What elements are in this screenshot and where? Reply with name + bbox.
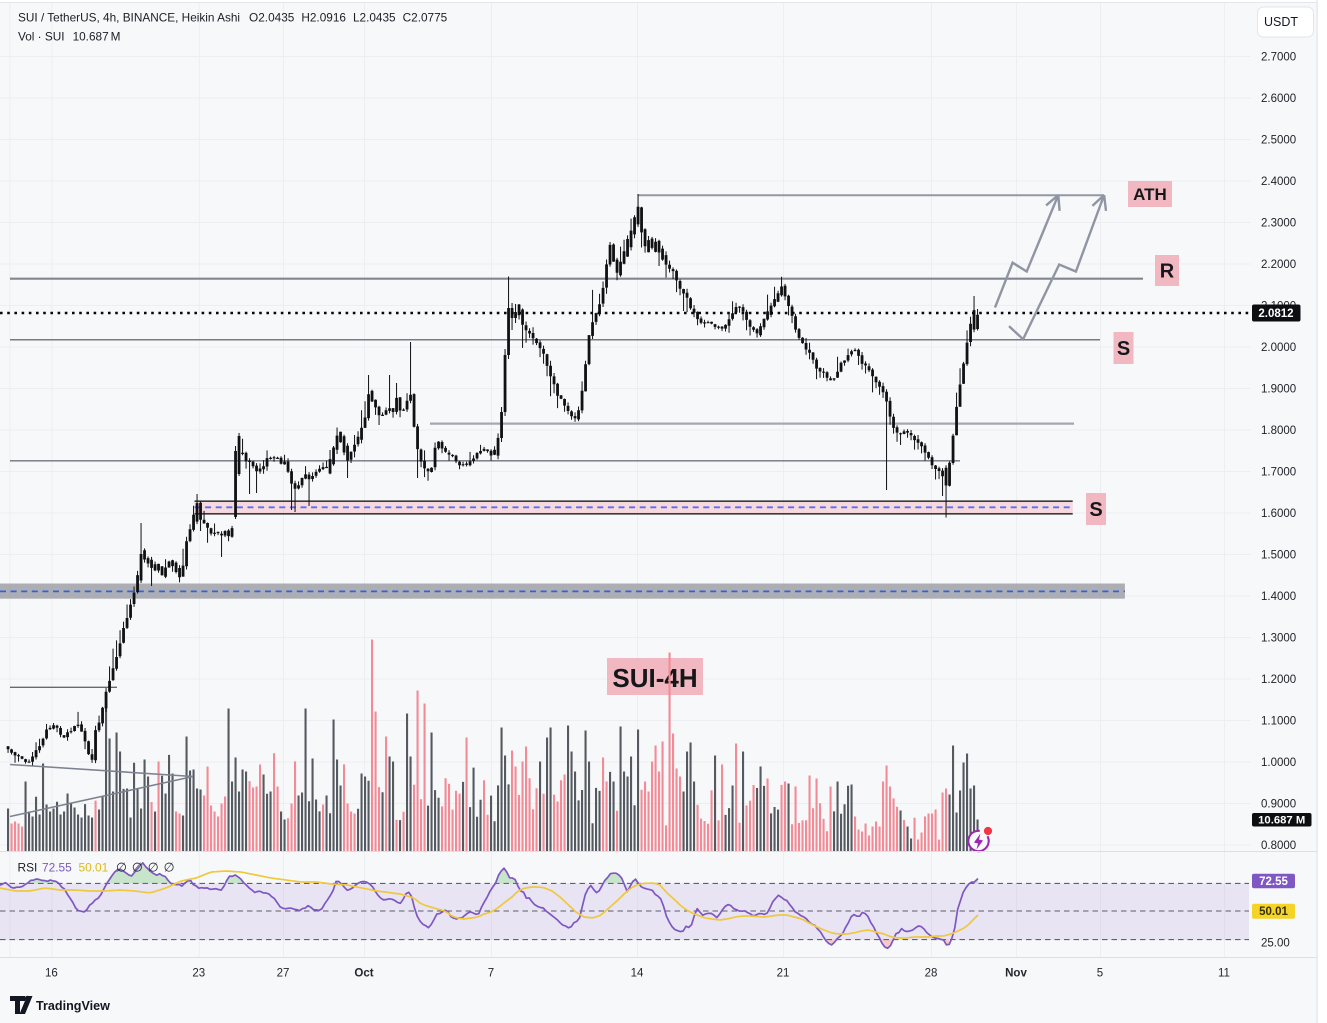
- svg-text:1.2000: 1.2000: [1261, 674, 1296, 686]
- svg-text:10.687 M: 10.687 M: [1258, 815, 1305, 827]
- svg-text:RSI: RSI: [18, 861, 38, 875]
- svg-text:72.55: 72.55: [42, 861, 72, 875]
- svg-text:1.0000: 1.0000: [1261, 757, 1296, 769]
- svg-text:2.5000: 2.5000: [1261, 135, 1296, 147]
- svg-text:21: 21: [777, 968, 790, 980]
- svg-text:16: 16: [45, 968, 58, 980]
- svg-text:7: 7: [488, 968, 494, 980]
- svg-text:23: 23: [192, 968, 205, 980]
- svg-text:SUI / TetherUS, 4h, BINANCE, H: SUI / TetherUS, 4h, BINANCE, Heikin Ashi…: [18, 11, 448, 25]
- svg-text:2.0812: 2.0812: [1258, 308, 1293, 320]
- svg-text:R: R: [1160, 261, 1175, 283]
- svg-text:ATH: ATH: [1133, 185, 1167, 204]
- svg-text:1.6000: 1.6000: [1261, 508, 1296, 520]
- svg-text:S: S: [1089, 499, 1102, 521]
- svg-text:14: 14: [631, 968, 644, 980]
- svg-text:2.0000: 2.0000: [1261, 342, 1296, 354]
- svg-text:0.8000: 0.8000: [1261, 840, 1296, 852]
- svg-text:11: 11: [1218, 968, 1230, 980]
- svg-text:1.7000: 1.7000: [1261, 467, 1296, 479]
- svg-text:2.2000: 2.2000: [1261, 259, 1296, 271]
- svg-text:50.01: 50.01: [79, 861, 109, 875]
- svg-text:2.7000: 2.7000: [1261, 52, 1296, 64]
- svg-text:1.3000: 1.3000: [1261, 633, 1296, 645]
- svg-text:1.4000: 1.4000: [1261, 591, 1296, 603]
- svg-text:5: 5: [1097, 968, 1103, 980]
- svg-text:Oct: Oct: [354, 968, 373, 980]
- svg-text:0.9000: 0.9000: [1261, 799, 1296, 811]
- svg-text:1.8000: 1.8000: [1261, 425, 1296, 437]
- svg-text:SUI-4H: SUI-4H: [612, 663, 697, 693]
- svg-text:∅∅∅∅: ∅∅∅∅: [116, 861, 180, 875]
- svg-text:50.01: 50.01: [1259, 906, 1288, 918]
- svg-text:1.5000: 1.5000: [1261, 550, 1296, 562]
- svg-text:2.4000: 2.4000: [1261, 176, 1296, 188]
- svg-text:1.1000: 1.1000: [1261, 716, 1296, 728]
- svg-text:S: S: [1117, 338, 1130, 360]
- svg-text:72.55: 72.55: [1259, 876, 1288, 888]
- svg-text:1.9000: 1.9000: [1261, 384, 1296, 396]
- svg-text:25.00: 25.00: [1261, 938, 1290, 950]
- svg-text:USDT: USDT: [1264, 15, 1298, 29]
- svg-text:2.6000: 2.6000: [1261, 93, 1296, 105]
- svg-text:27: 27: [277, 968, 290, 980]
- svg-text:2.3000: 2.3000: [1261, 218, 1296, 230]
- svg-text:TradingView: TradingView: [36, 999, 110, 1013]
- svg-text:28: 28: [925, 968, 938, 980]
- svg-text:Nov: Nov: [1005, 968, 1027, 980]
